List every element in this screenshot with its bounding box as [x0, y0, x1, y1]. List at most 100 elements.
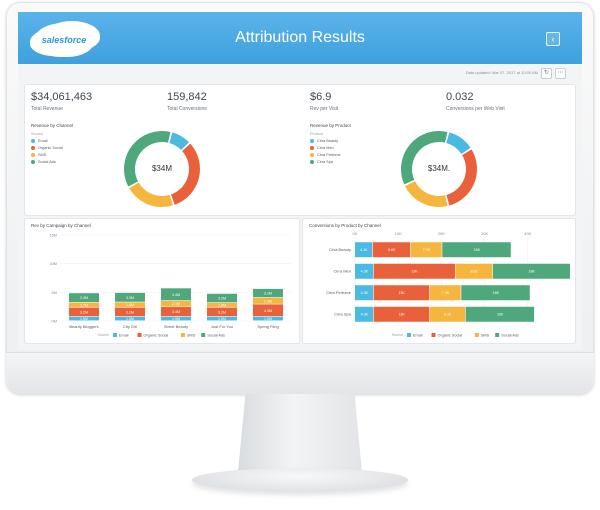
bar-segment-cirra-beauty-organic-social[interactable]	[372, 242, 411, 258]
product-bar-legend-item-email[interactable]: Email	[413, 334, 423, 338]
channel-slice-sms[interactable]	[129, 182, 173, 207]
product-legend-item-cirra-perfume[interactable]: Cirra Perfume	[310, 153, 341, 157]
bar-segment-cirra-men-sms[interactable]	[455, 263, 493, 279]
channel-legend-item-email[interactable]: Email	[31, 139, 48, 143]
more-icon[interactable]: ⋯	[555, 68, 566, 79]
bar-segment-city-girl-organic-social[interactable]	[115, 307, 145, 317]
bar-segment-street-beauty-social-ads[interactable]	[161, 288, 191, 301]
bar-segment-city-girl-sms[interactable]	[115, 302, 145, 307]
campaign-legend-item-sms[interactable]: SMS	[187, 334, 196, 338]
refresh-icon[interactable]: ↻	[541, 68, 552, 79]
bar-data-label: 4.4M	[172, 293, 180, 297]
bar-segment-cirra-beauty-email[interactable]	[355, 242, 373, 258]
legend-label: Cirra Men	[317, 146, 334, 150]
bar-segment-city-girl-social-ads[interactable]	[115, 292, 145, 302]
bar-segment-cirra-men-organic-social[interactable]	[373, 263, 456, 279]
product-legend-item-cirra-men[interactable]: Cirra Men	[310, 146, 334, 150]
toolbar: Data updated: Mar 07, 2017 at 10:00 AM ↻…	[18, 64, 582, 84]
product-bar-chart: 0K 10K 20K 30K 40K 4.1K 8.8K 7.3K 16K Cirra Beaut…	[326, 231, 570, 338]
product-slice-cirra-spa[interactable]	[401, 131, 448, 185]
chevron-left-icon[interactable]: ‹	[546, 32, 560, 46]
salesforce-logo[interactable]: salesforce	[34, 23, 94, 57]
bar-segment-just-for-you-organic-social[interactable]	[207, 307, 237, 317]
bar-data-label: 4.3K	[361, 313, 369, 317]
bar-data-label: 1.5M	[218, 317, 226, 321]
bar-data-label: 1.5M	[80, 317, 88, 321]
dashboard-screen: salesforce Attribution Results ‹ Data up…	[18, 12, 582, 350]
bar-segment-cirra-perfume-social-ads[interactable]	[461, 285, 530, 301]
channel-legend-item-sms[interactable]: SMS	[31, 153, 46, 157]
bar-segment-city-girl-email[interactable]	[115, 316, 145, 321]
bar-data-label: 4.3M	[264, 309, 272, 313]
bar-segment-cirra-spa-email[interactable]	[355, 306, 373, 322]
product-bar-legend-item-sms[interactable]: SMS	[481, 334, 490, 338]
campaign-bar-chart: 0M 5M 10M 15M 1.5M 3.2M 1.7M 3.3M Beauty Blogger…	[49, 233, 291, 338]
bar-segment-just-for-you-sms[interactable]	[207, 302, 237, 307]
page-title: Attribution Results	[235, 29, 365, 46]
bar-segment-cirra-perfume-sms[interactable]	[429, 285, 461, 301]
bar-segment-spring-fling-email[interactable]	[253, 316, 283, 321]
bar-segment-spring-fling-organic-social[interactable]	[253, 304, 283, 317]
product-bar-title: Conversions by Product by Channel	[309, 223, 381, 228]
bar-segment-cirra-beauty-social-ads[interactable]	[442, 242, 511, 258]
product-legend-item-cirra-spa[interactable]: Cirra Spa	[310, 160, 333, 164]
bar-segment-street-beauty-organic-social[interactable]	[161, 306, 191, 317]
legend-label: Cirra Perfume	[317, 153, 341, 157]
bar-segment-cirra-spa-organic-social[interactable]	[373, 306, 430, 322]
bar-data-label: 3.3M	[126, 296, 134, 300]
channel-legend-item-organic-social[interactable]: Organic Social	[31, 146, 63, 150]
bar-segment-spring-fling-social-ads[interactable]	[253, 288, 283, 298]
bar-segment-beauty-bloggers-social-ads[interactable]	[69, 293, 99, 303]
bar-segment-street-beauty-sms[interactable]	[161, 300, 191, 307]
channel-legend-item-social-ads[interactable]: Social Ads	[31, 160, 56, 164]
bar-segment-cirra-men-social-ads[interactable]	[492, 263, 570, 279]
bar-data-label: 16K	[497, 313, 504, 317]
channel-slice-organic-social[interactable]	[171, 143, 200, 205]
product-bar-legend-title: Source	[392, 333, 403, 337]
channel-slice-social-ads[interactable]	[124, 131, 171, 187]
campaign-legend-item-social-ads[interactable]: Social Ads	[207, 334, 225, 338]
bar-data-label: 8.6K	[471, 270, 479, 274]
bar-segment-cirra-beauty-sms[interactable]	[410, 242, 442, 258]
campaign-legend-item-organic-social[interactable]: Organic Social	[144, 334, 169, 338]
bar-data-label: 1.7M	[80, 303, 88, 307]
bar-segment-spring-fling-sms[interactable]	[253, 297, 283, 304]
legend-label: Organic Social	[38, 146, 63, 150]
y-category-label: Cirra Men	[333, 269, 351, 274]
campaign-legend-item-email[interactable]: Email	[119, 334, 129, 338]
x-tick-label: 30K	[481, 231, 488, 236]
y-tick-label: 0M	[51, 319, 57, 324]
bar-data-label: 1.5M	[126, 317, 134, 321]
product-slice-cirra-beauty[interactable]	[446, 132, 471, 154]
bar-segment-cirra-spa-social-ads[interactable]	[465, 306, 535, 322]
bar-segment-cirra-men-email[interactable]	[355, 263, 373, 279]
legend-label: Cirra Spa	[317, 160, 334, 164]
product-legend-item-cirra-beauty[interactable]: Cirra Beauty	[310, 139, 338, 143]
product-bar-legend-item-organic-social[interactable]: Organic Social	[438, 334, 463, 338]
legend-swatch-icon	[180, 333, 185, 337]
bar-segment-street-beauty-email[interactable]	[161, 316, 191, 321]
bar-segment-cirra-perfume-organic-social[interactable]	[373, 285, 430, 301]
legend-dot-icon	[31, 160, 35, 164]
bar-segment-cirra-spa-sms[interactable]	[429, 306, 465, 322]
product-donut-chart	[401, 131, 477, 207]
product-slice-cirra-men[interactable]	[446, 149, 477, 206]
bar-data-label: 1.5M	[172, 317, 180, 321]
product-slice-cirra-perfume[interactable]	[405, 181, 448, 207]
monitor-chin	[6, 352, 594, 394]
bar-data-label: 4.3K	[361, 270, 369, 274]
bar-segment-cirra-perfume-email[interactable]	[355, 285, 373, 301]
bar-segment-beauty-bloggers-sms[interactable]	[69, 302, 99, 307]
bar-data-label: 18K	[528, 270, 535, 274]
channel-slice-email[interactable]	[169, 132, 190, 151]
bar-data-label: 19K	[411, 270, 418, 274]
bar-data-label: 1.6M	[218, 304, 226, 308]
product-bar-legend-item-social-ads[interactable]: Social Ads	[501, 334, 519, 338]
x-category-label: Beauty Bloggers	[69, 324, 98, 329]
bar-segment-just-for-you-email[interactable]	[207, 316, 237, 321]
bar-segment-beauty-bloggers-organic-social[interactable]	[69, 307, 99, 317]
bar-segment-beauty-bloggers-email[interactable]	[69, 316, 99, 321]
bar-segment-just-for-you-social-ads[interactable]	[207, 293, 237, 303]
monitor-stand	[238, 394, 362, 472]
